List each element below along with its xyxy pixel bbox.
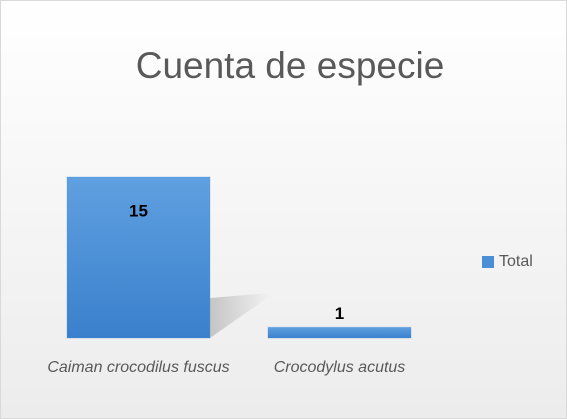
chart-title: Cuenta de especie: [136, 45, 445, 86]
bar-shadow: [210, 293, 270, 338]
x-tick-label: Crocodylus acutus: [273, 359, 406, 376]
data-label: 15: [129, 201, 148, 220]
bar: [267, 326, 412, 339]
legend-swatch: [482, 256, 494, 268]
bar: [66, 176, 211, 339]
data-label: 1: [335, 304, 344, 323]
x-tick-label: Caiman crocodilus fuscus: [47, 359, 230, 376]
legend-label: Total: [499, 253, 533, 270]
